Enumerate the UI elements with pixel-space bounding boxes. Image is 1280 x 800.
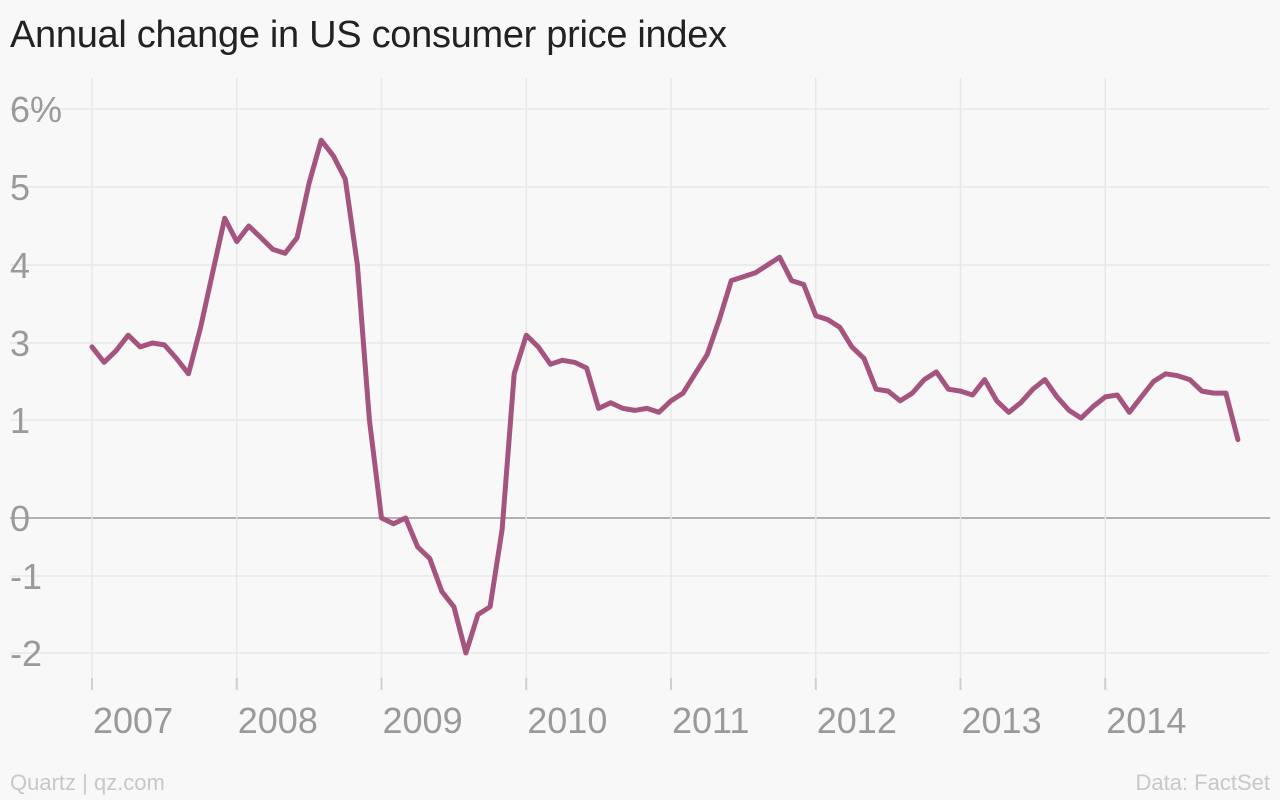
x-tick-label: 2012 xyxy=(817,700,897,741)
x-tick-label: 2009 xyxy=(383,700,463,741)
y-tick-label: 4 xyxy=(10,245,30,286)
x-tick-label: 2011 xyxy=(672,700,749,741)
y-tick-label: 6% xyxy=(10,89,62,130)
series-layer xyxy=(89,137,1241,656)
x-tick-label: 2008 xyxy=(238,700,318,741)
y-tick-label: -2 xyxy=(10,633,42,674)
grid xyxy=(10,78,1270,690)
y-tick-label: 1 xyxy=(10,400,30,441)
y-tick-label: 3 xyxy=(10,323,30,364)
credit-text: Quartz | qz.com xyxy=(10,770,165,795)
y-tick-label: -1 xyxy=(10,556,42,597)
x-tick-label: 2007 xyxy=(93,700,173,741)
chart-title: Annual change in US consumer price index xyxy=(10,14,727,56)
y-tick-label: 0 xyxy=(10,498,30,539)
x-tick-label: 2010 xyxy=(527,700,607,741)
x-tick-label: 2013 xyxy=(962,700,1042,741)
y-tick-label: 5 xyxy=(10,167,30,208)
x-axis-ticks: 2007 2008 2009 2010 2011 2012 2013 2014 xyxy=(93,700,1186,741)
series-line xyxy=(89,137,1241,656)
x-tick-label: 2014 xyxy=(1106,700,1186,741)
source-text: Data: FactSet xyxy=(1135,770,1270,795)
y-axis-ticks: 6% 5 4 3 1 0 -1 -2 xyxy=(10,89,62,674)
